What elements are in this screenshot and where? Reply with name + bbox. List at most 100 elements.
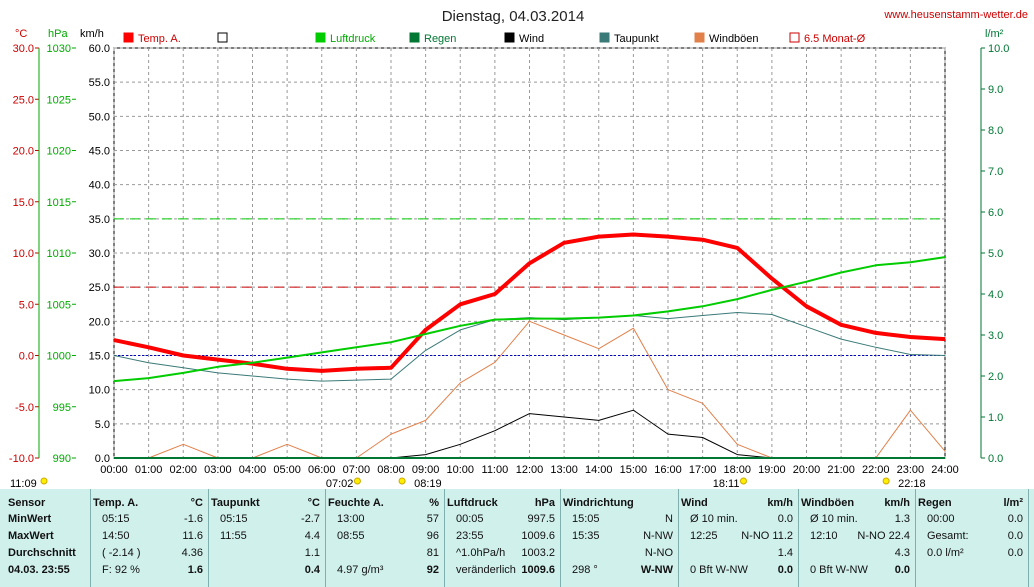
table-cell-value: 1.4 (777, 547, 793, 559)
x-tick-label: 10:00 (446, 464, 474, 476)
legend-swatch (504, 32, 515, 43)
table-cell-left: F: 92 % (102, 564, 140, 576)
grid: 00:00 01:00 02:00 03:00 04:00 05:00 06:00 07:00… (100, 47, 959, 476)
table-cell-left: 15:05 (572, 513, 600, 525)
table-col-4: Luftdruck hPa 00:05 997.5 23:55 1009.6 ^1.0hPa… (444, 489, 561, 587)
sun-marker-label: 07:02 (326, 478, 354, 489)
pressure-tick-label: 1030 (47, 43, 71, 55)
table-cell-value: 4.36 (181, 547, 203, 559)
table-cell-value: N-NO 22.4 (857, 530, 910, 542)
table-cell-left: 298 ° (572, 564, 598, 576)
site-url[interactable]: www.heusenstamm-wetter.de (883, 9, 1028, 21)
x-tick-label: 03:00 (204, 464, 232, 476)
table-cell-left: 14:50 (102, 530, 130, 542)
x-tick-label: 23:00 (897, 464, 925, 476)
stats-table: Sensor MinWert MaxWert Durchschnitt 04.03. 2… (0, 489, 1034, 587)
speed-tick-label: 25.0 (89, 282, 110, 294)
table-cell-value: 0.4 (304, 564, 320, 576)
table-cell-value: -1.6 (184, 513, 203, 525)
legend-label: Wind (519, 33, 544, 45)
table-cell-value: -2.7 (301, 513, 320, 525)
speed-tick-label: 5.0 (95, 419, 110, 431)
table-cell-value: 0.0 (1007, 513, 1023, 525)
pressure-tick-label: 990 (53, 453, 71, 465)
temp-tick-label: -10.0 (9, 453, 34, 465)
table-cell-value: 57 (426, 513, 439, 525)
table-unit: km/h (767, 497, 793, 509)
series-luftdruck (113, 256, 946, 383)
table-cell-left: 0 Bft W-NW (690, 564, 748, 576)
unit-temp: °C (15, 28, 27, 40)
table-cell-value: 96 (426, 530, 439, 542)
series-lines (113, 232, 946, 459)
table-col-0: Sensor MinWert MaxWert Durchschnitt 04.03. 2… (5, 489, 91, 587)
legend-label: Regen (424, 33, 456, 45)
table-cell-left: 12:25 (690, 530, 718, 542)
table-cell-left: 00:05 (456, 513, 484, 525)
table-cell-left: veränderlich (456, 564, 516, 576)
table-cell-left: 23:55 (456, 530, 484, 542)
speed-tick-label: 15.0 (89, 351, 110, 363)
rain-tick-label: 10.0 (988, 43, 1009, 55)
rain-tick-label: 8.0 (988, 125, 1003, 137)
sun-marker-label: 11:09 (10, 478, 37, 489)
x-tick-label: 11:00 (482, 464, 509, 476)
legend-swatch (694, 32, 705, 43)
rain-tick-label: 1.0 (988, 412, 1003, 424)
x-tick-label: 13:00 (550, 464, 578, 476)
legend-swatch (789, 32, 800, 43)
speed-tick-label: 50.0 (89, 111, 110, 123)
legend-swatch (409, 32, 420, 43)
rain-tick-label: 7.0 (988, 166, 1003, 178)
x-tick-label: 17:00 (689, 464, 717, 476)
table-col-1: Temp. A. °C 05:15 -1.6 14:50 11.6 ( -2.14 ) 4.3… (90, 489, 209, 587)
table-row-label: 04.03. 23:55 (8, 564, 70, 576)
table-header: Regen (918, 497, 952, 509)
x-tick-label: 12:00 (516, 464, 544, 476)
table-header: Temp. A. (93, 497, 139, 509)
sun-icon (353, 477, 361, 485)
rain-tick-label: 9.0 (988, 84, 1003, 96)
table-header: Wind (681, 497, 708, 509)
table-cell-left: 05:15 (102, 513, 130, 525)
x-tick-label: 09:00 (412, 464, 440, 476)
pressure-tick-label: 1020 (47, 146, 71, 158)
table-cell-left: 00:00 (927, 513, 955, 525)
table-col-7: Windböen km/h Ø 10 min. 1.3 12:10 N-NO 22.4 4.… (798, 489, 916, 587)
table-cell-left: Ø 10 min. (690, 513, 738, 525)
table-cell-left: 08:55 (337, 530, 365, 542)
legend-swatch (599, 32, 610, 43)
temp-tick-label: 25.0 (13, 94, 34, 106)
rain-tick-label: 2.0 (988, 371, 1003, 383)
sun-icon (882, 477, 890, 485)
x-tick-label: 19:00 (758, 464, 786, 476)
legend-label: Taupunkt (614, 33, 659, 45)
table-cell-left: 12:10 (810, 530, 838, 542)
legend-swatch (217, 32, 228, 43)
table-row-label: Durchschnitt (8, 547, 76, 559)
temp-tick-label: 20.0 (13, 146, 34, 158)
table-unit: l/m² (1003, 497, 1023, 509)
sun-marker-label: 22:18 (898, 478, 926, 489)
legend-swatch (315, 32, 326, 43)
axis-ticks: 30.0 25.0 20.0 15.0 10.0 5.0 0.0 -5.0 -10.0 1030 1… (9, 43, 1010, 465)
sun-icon (739, 477, 747, 485)
speed-tick-label: 40.0 (89, 180, 110, 192)
legend: Temp. A. Luftdruck Regen Wind Taupunkt Windbö… (123, 32, 866, 45)
table-cell-value: 0.0 (894, 564, 910, 576)
x-tick-label: 21:00 (827, 464, 855, 476)
table-cell-left: Gesamt: (927, 530, 969, 542)
table-cell-value: 92 (426, 564, 439, 576)
table-unit: km/h (884, 497, 910, 509)
x-tick-label: 05:00 (273, 464, 301, 476)
table-cell-left: 0 Bft W-NW (810, 564, 868, 576)
table-unit: °C (307, 497, 320, 509)
table-cell-left: Ø 10 min. (810, 513, 858, 525)
table-header: Windböen (801, 497, 855, 509)
table-cell-value: 11.6 (182, 530, 203, 542)
speed-tick-label: 0.0 (95, 453, 110, 465)
sun-marker-label: 18:11 (713, 478, 740, 489)
table-row-label: MaxWert (8, 530, 54, 542)
temp-tick-label: -5.0 (15, 402, 34, 414)
